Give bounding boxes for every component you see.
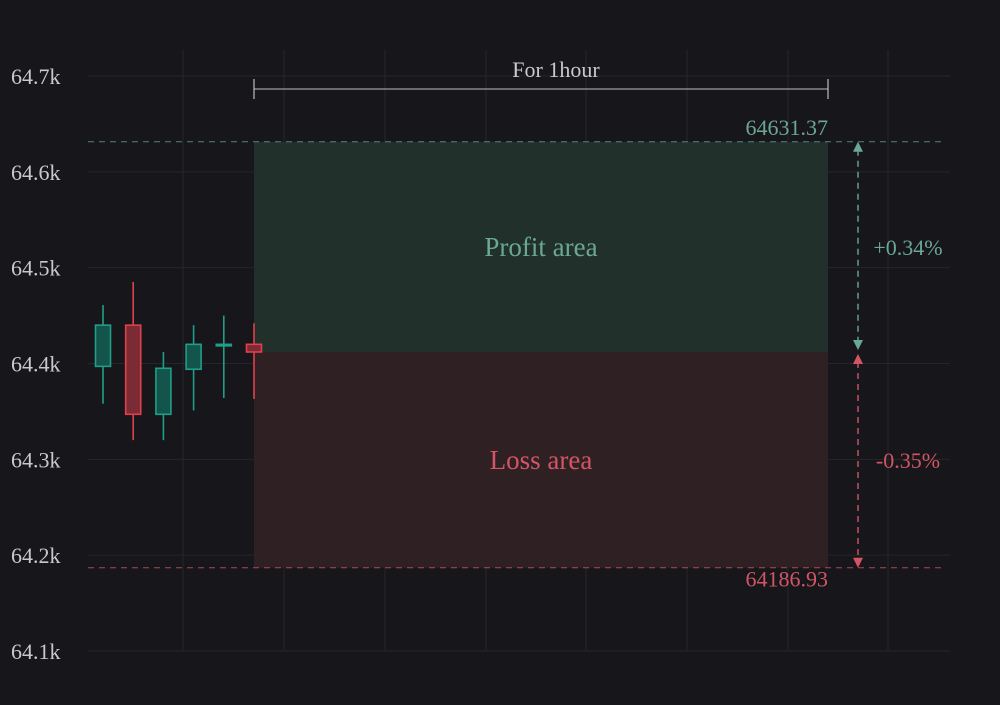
loss-area [254, 352, 828, 568]
take-profit-price-label: 64631.37 [746, 115, 829, 140]
y-tick-label: 64.6k [11, 160, 61, 185]
y-tick-label: 64.4k [11, 352, 61, 377]
loss-arrow-head-top [853, 354, 863, 364]
y-tick-label: 64.3k [11, 447, 61, 472]
profit-arrow-head-bottom [853, 340, 863, 350]
candle-body [124, 324, 142, 416]
loss-percent-label: -0.35% [876, 448, 940, 473]
candle-body [185, 343, 202, 371]
duration-label: For 1hour [512, 57, 600, 82]
y-tick-label: 64.1k [11, 639, 61, 664]
candle-body [155, 367, 172, 416]
candle-body [94, 324, 112, 368]
profit-percent-label: +0.34% [873, 235, 942, 260]
stop-loss-price-label: 64186.93 [746, 567, 829, 592]
loss-area-label: Loss area [490, 445, 593, 475]
candle-body [215, 343, 233, 347]
loss-arrow-head-bottom [853, 557, 863, 568]
profit-arrow-head-top [853, 141, 863, 152]
y-tick-label: 64.5k [11, 256, 61, 281]
y-tick-label: 64.2k [11, 543, 61, 568]
profit-area-label: Profit area [484, 232, 597, 262]
y-tick-label: 64.7k [11, 64, 61, 89]
candle-body [245, 343, 263, 353]
profit-area [254, 141, 828, 352]
